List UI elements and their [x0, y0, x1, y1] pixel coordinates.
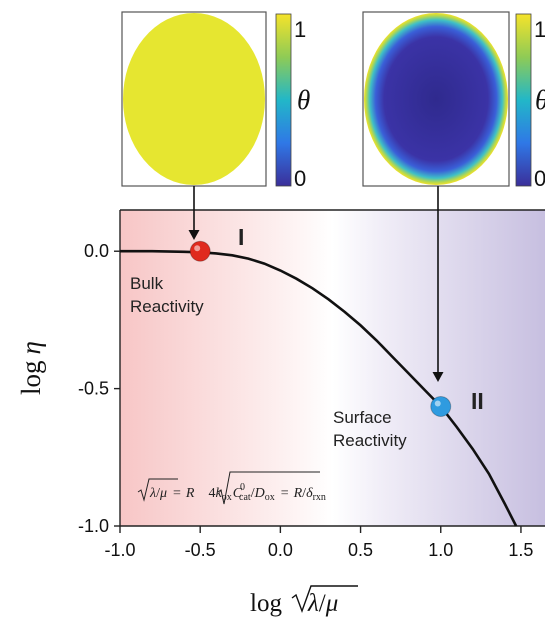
- inset-surface-particle: [364, 13, 508, 185]
- x-tick-label: 0.5: [348, 540, 373, 560]
- inset-surface-colorbar-label: θ: [535, 85, 545, 115]
- equation-sqrt-1: [137, 478, 178, 502]
- series-line: [120, 249, 518, 527]
- region-1-label: I: [238, 224, 244, 250]
- x-axis-label-sqrt: [291, 585, 358, 614]
- equation-sqrt-2: [217, 471, 320, 505]
- point-highlight: [434, 400, 441, 407]
- y-axis-label: logη: [16, 341, 46, 395]
- point-highlight: [194, 245, 201, 252]
- y-tick-label: -1.0: [78, 516, 109, 536]
- y-tick-label: -0.5: [78, 379, 109, 399]
- highlight-points: [189, 240, 452, 417]
- inset-bulk-colorbar-min: 0: [294, 166, 306, 191]
- inset-surface-colorbar: [515, 13, 532, 187]
- x-tick-label: -0.5: [185, 540, 216, 560]
- inset-bulk-particle: [123, 13, 265, 185]
- x-tick-label: 1.5: [508, 540, 533, 560]
- plot-area: -1.0 -0.5 0.0 0.5 1.0 1.5 0.0 -0.5 -1.0: [78, 209, 545, 560]
- x-axis-label: log λ/μ: [250, 590, 338, 617]
- surface-label-line2: Reactivity: [333, 431, 407, 450]
- inset-bulk-colorbar-max: 1: [294, 17, 306, 42]
- inset-bulk-colorbar-label: θ: [297, 85, 310, 115]
- x-tick-label: -1.0: [104, 540, 135, 560]
- y-axis-ticks: 0.0 -0.5 -1.0: [78, 241, 120, 536]
- inset-bulk-colorbar: [275, 13, 292, 187]
- region-2-label: II: [471, 388, 484, 414]
- arrow-surface-head: [432, 372, 444, 382]
- point-surface: [430, 395, 452, 417]
- y-tick-label: 0.0: [84, 241, 109, 261]
- x-tick-label: 0.0: [268, 540, 293, 560]
- x-tick-label: 1.0: [428, 540, 453, 560]
- surface-label-line1: Surface: [333, 408, 392, 427]
- plot-background: [120, 210, 545, 526]
- point-bulk: [189, 240, 211, 262]
- bulk-label-line1: Bulk: [130, 274, 164, 293]
- equation: λ/μ = R 4koxC0 cat/Dox = R/δrxn: [137, 471, 326, 505]
- inset-surface-colorbar-max: 1: [534, 17, 545, 42]
- inset-arrows: [188, 186, 444, 382]
- inset-bulk: 1 0 θ: [121, 11, 310, 191]
- bulk-label-line2: Reactivity: [130, 297, 204, 316]
- arrow-bulk-head: [188, 230, 200, 240]
- inset-surface: 1 0 θ: [362, 11, 545, 191]
- x-axis-ticks: -1.0 -0.5 0.0 0.5 1.0 1.5: [104, 526, 533, 560]
- equation-text: λ/μ = R 4koxC0 cat/Dox = R/δrxn: [149, 482, 326, 503]
- inset-surface-colorbar-min: 0: [534, 166, 545, 191]
